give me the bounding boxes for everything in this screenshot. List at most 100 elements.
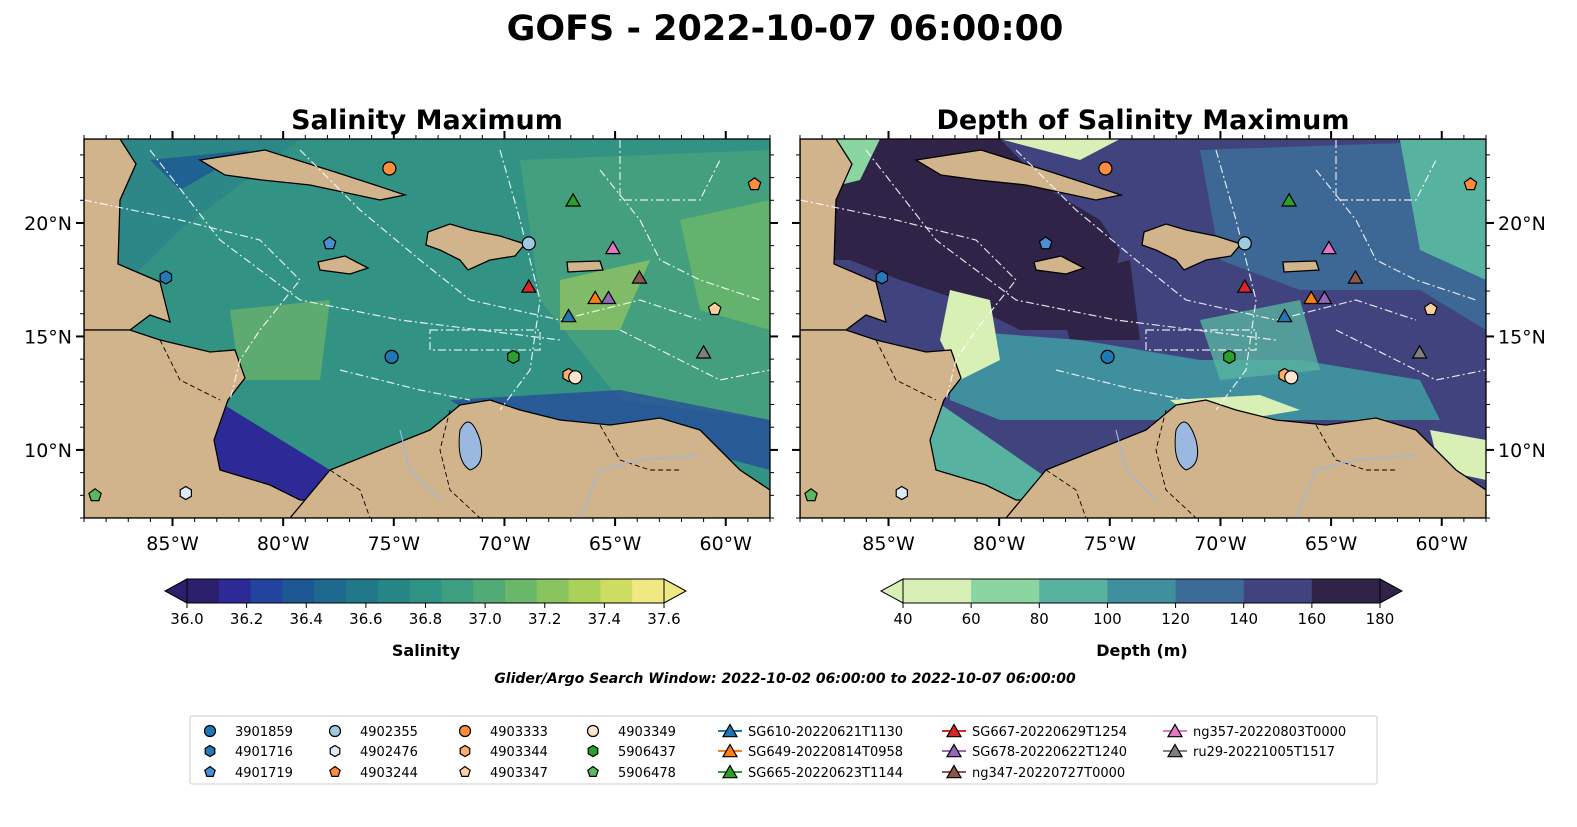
legend-marker-4902355	[328, 724, 342, 738]
depth-salinity-max-map: 85°W 80°W 75°W 70°W 65°W 60°W 20°N 15°N 10°N	[792, 131, 1546, 555]
x-tick-label: 85°W	[862, 533, 915, 555]
colorbar-segment	[187, 579, 220, 603]
platform-marker-SG678-20220622T1240	[600, 290, 617, 305]
colorbar-tick-label: 37.6	[647, 610, 680, 628]
legend-label: 4902476	[360, 745, 418, 760]
platform-marker-4903349	[568, 370, 583, 385]
salinity-field-patch	[680, 200, 770, 330]
left-map-frame	[83, 138, 771, 519]
eez-boundaries	[800, 140, 1486, 411]
colorbar-segment	[536, 579, 570, 603]
colorbar-segment	[346, 579, 379, 603]
legend-label: 3901859	[235, 725, 293, 740]
legend-label: 4903349	[618, 725, 676, 740]
depth-colorbar: 40 60 80 100 120 140 160 180	[879, 578, 1404, 628]
right-map-ticks: 85°W 80°W 75°W 70°W 65°W 60°W 20°N 15°N 10°N	[792, 131, 1546, 555]
colorbar-segment	[377, 579, 411, 603]
colorbar-tick-label: 36.4	[290, 610, 323, 628]
colorbar-segment	[903, 579, 972, 603]
platform-marker-5906478	[804, 488, 818, 502]
legend-marker-ng357-20220803T0000	[1166, 723, 1184, 738]
y-tick-label: 20°N	[24, 213, 72, 235]
land-areas	[84, 139, 770, 518]
right-map-frame	[799, 138, 1487, 519]
colorbar-tick-label: 180	[1366, 610, 1395, 628]
platform-marker-4902355	[521, 236, 536, 251]
legend: 3901859 4901716 4901719 4902355 4902476 49032…	[203, 723, 1346, 781]
legend-marker-ru29-20221005T1517	[1166, 743, 1184, 758]
x-tick-label: 65°W	[1305, 533, 1358, 555]
colorbar-segment	[1243, 579, 1313, 603]
legend-marker-5906478	[587, 765, 599, 778]
x-tick-label: 70°W	[1194, 533, 1247, 555]
y-tick-label: 15°N	[1498, 326, 1546, 348]
colorbar-segment	[568, 579, 601, 603]
left-map-markers	[88, 161, 762, 502]
colorbar-segment	[971, 579, 1040, 603]
platform-marker-SG649-20220814T0958	[1303, 290, 1320, 305]
platform-marker-4902476	[179, 485, 192, 501]
platform-marker-4901719	[322, 236, 337, 250]
x-tick-label: 85°W	[146, 533, 199, 555]
colorbar-segment	[409, 579, 442, 603]
depth-field-patch	[1000, 139, 1120, 160]
colorbar-tick-label: 36.2	[230, 610, 263, 628]
platform-marker-ru29-20221005T1517	[695, 344, 712, 359]
land-areas	[800, 139, 1486, 518]
colorbar-tick-label: 36.0	[170, 610, 203, 628]
legend-label: SG649-20220814T0958	[748, 745, 903, 760]
platform-marker-ng357-20220803T0000	[604, 240, 621, 255]
colorbar-segment	[218, 579, 252, 603]
platform-marker-SG610-20220621T1130	[560, 308, 577, 323]
depth-colorbar-label: Depth (m)	[1096, 641, 1188, 660]
left-panel-title: Salinity Maximum	[291, 105, 563, 136]
platform-marker-ng347-20220727T0000	[1347, 269, 1364, 284]
legend-label: 4903244	[360, 766, 418, 781]
legend-marker-3901859	[203, 724, 217, 738]
legend-label: SG665-20220623T1144	[748, 766, 903, 781]
legend-marker-ng347-20220727T0000	[945, 764, 963, 779]
rivers	[399, 429, 701, 518]
platform-marker-3901859	[1100, 349, 1115, 364]
salinity-field-patch	[560, 260, 650, 330]
legend-box	[189, 715, 1378, 785]
legend-label: ru29-20221005T1517	[1193, 745, 1335, 760]
platform-marker-4903333	[1098, 161, 1113, 176]
platform-marker-4903333	[382, 161, 397, 176]
salinity-max-map: 85°W 80°W 75°W 70°W 65°W 60°W 20°N 15°N 10°N	[24, 131, 778, 555]
salinity-field-patch	[230, 300, 330, 380]
borders	[875, 339, 1396, 518]
colorbar-segment	[1311, 579, 1381, 603]
platform-marker-SG610-20220621T1130	[1276, 308, 1293, 323]
colorbar-tick-label: 37.0	[468, 610, 501, 628]
colorbar-segment	[632, 579, 665, 603]
legend-label: ng357-20220803T0000	[1193, 725, 1346, 740]
legend-label: ng347-20220727T0000	[972, 766, 1125, 781]
legend-marker-4903349	[586, 724, 600, 738]
colorbar-segment	[250, 579, 283, 603]
colorbar-tick-label: 40	[893, 610, 912, 628]
x-tick-label: 70°W	[478, 533, 531, 555]
legend-label: 4901716	[235, 745, 293, 760]
lake-maracaibo	[1174, 421, 1199, 471]
legend-label: 4903347	[490, 766, 548, 781]
platform-marker-ng347-20220727T0000	[631, 269, 648, 284]
y-tick-label: 15°N	[24, 326, 72, 348]
y-tick-label: 20°N	[1498, 213, 1546, 235]
legend-label: SG667-20220629T1254	[972, 725, 1127, 740]
colorbar-tick-label: 140	[1229, 610, 1258, 628]
colorbar-tick-label: 36.8	[409, 610, 442, 628]
platform-marker-4901716	[875, 270, 889, 285]
right-panel-title: Depth of Salinity Maximum	[936, 105, 1349, 136]
legend-marker-4903244	[329, 765, 341, 778]
legend-label: SG610-20220621T1130	[748, 725, 903, 740]
figure-title: GOFS - 2022-10-07 06:00:00	[507, 9, 1064, 49]
platform-marker-4903347	[1423, 301, 1438, 316]
legend-marker-4903347	[459, 765, 471, 778]
salinity-colorbar-label: Salinity	[392, 641, 461, 660]
colorbar-tick-label: 60	[962, 610, 981, 628]
platform-marker-4903349	[1284, 370, 1299, 385]
colorbar-tick-label: 100	[1093, 610, 1122, 628]
platform-marker-4901719	[1038, 236, 1053, 250]
x-tick-label: 80°W	[257, 533, 310, 555]
